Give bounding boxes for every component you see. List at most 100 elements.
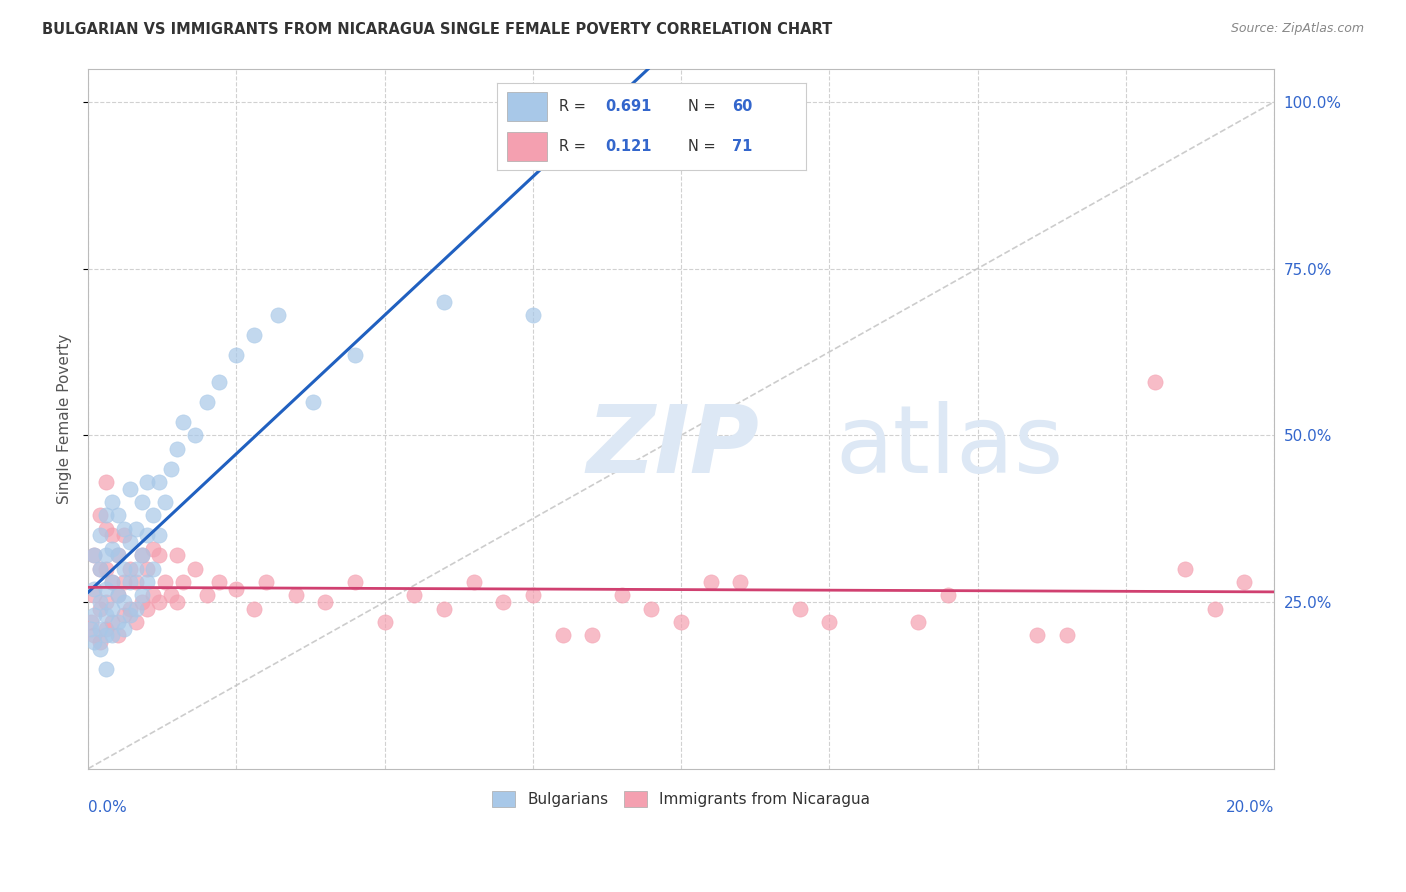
Point: [184, 561, 207, 575]
Point: [1144, 375, 1167, 389]
Point: [343, 348, 366, 362]
Point: [83, 582, 105, 596]
Point: [142, 541, 165, 556]
Point: [166, 595, 188, 609]
Point: [101, 574, 124, 589]
Point: [118, 535, 141, 549]
Point: [700, 574, 723, 589]
Point: [94, 662, 117, 676]
Point: [94, 622, 117, 636]
Point: [124, 601, 146, 615]
Point: [107, 549, 129, 563]
Point: [1204, 601, 1226, 615]
Point: [463, 574, 485, 589]
Point: [83, 635, 105, 649]
Point: [267, 308, 290, 322]
Point: [131, 495, 153, 509]
Point: [207, 375, 229, 389]
Y-axis label: Single Female Poverty: Single Female Poverty: [58, 334, 72, 504]
Point: [136, 528, 159, 542]
Point: [131, 549, 153, 563]
Point: [118, 608, 141, 623]
Point: [94, 608, 117, 623]
Point: [195, 588, 218, 602]
Point: [148, 549, 170, 563]
Point: [522, 308, 544, 322]
Point: [118, 601, 141, 615]
Point: [936, 588, 959, 602]
Point: [225, 582, 247, 596]
Point: [112, 622, 135, 636]
Point: [1233, 574, 1256, 589]
Text: 20.0%: 20.0%: [1226, 800, 1274, 815]
Text: ZIP: ZIP: [586, 401, 759, 492]
Point: [254, 574, 277, 589]
Point: [142, 508, 165, 523]
Point: [94, 549, 117, 563]
Point: [112, 522, 135, 536]
Point: [101, 628, 124, 642]
Point: [89, 601, 111, 615]
Point: [118, 482, 141, 496]
Point: [131, 595, 153, 609]
Point: [94, 475, 117, 489]
Point: [669, 615, 692, 629]
Legend: Bulgarians, Immigrants from Nicaragua: Bulgarians, Immigrants from Nicaragua: [486, 785, 876, 814]
Point: [101, 574, 124, 589]
Point: [107, 549, 129, 563]
Text: 0.0%: 0.0%: [89, 800, 127, 815]
Point: [160, 461, 183, 475]
Point: [404, 588, 426, 602]
Point: [131, 549, 153, 563]
Point: [640, 601, 662, 615]
Point: [89, 635, 111, 649]
Point: [155, 574, 177, 589]
Point: [124, 522, 146, 536]
Point: [124, 561, 146, 575]
Point: [172, 574, 194, 589]
Point: [243, 601, 266, 615]
Point: [136, 475, 159, 489]
Point: [94, 561, 117, 575]
Text: Source: ZipAtlas.com: Source: ZipAtlas.com: [1230, 22, 1364, 36]
Point: [112, 595, 135, 609]
Point: [94, 582, 117, 596]
Point: [83, 588, 105, 602]
Point: [148, 595, 170, 609]
Point: [818, 615, 841, 629]
Point: [148, 528, 170, 542]
Point: [433, 294, 456, 309]
Point: [83, 549, 105, 563]
Point: [142, 561, 165, 575]
Point: [166, 442, 188, 456]
Point: [207, 574, 229, 589]
Point: [730, 574, 752, 589]
Point: [195, 395, 218, 409]
Point: [166, 549, 188, 563]
Point: [136, 561, 159, 575]
Point: [155, 495, 177, 509]
Point: [112, 574, 135, 589]
Point: [124, 615, 146, 629]
Point: [172, 415, 194, 429]
Point: [433, 601, 456, 615]
Point: [89, 595, 111, 609]
Point: [101, 528, 124, 542]
Point: [107, 628, 129, 642]
Point: [94, 628, 117, 642]
Text: atlas: atlas: [835, 401, 1063, 492]
Point: [1056, 628, 1078, 642]
Point: [374, 615, 396, 629]
Point: [314, 595, 336, 609]
Point: [101, 615, 124, 629]
Point: [136, 601, 159, 615]
Point: [107, 508, 129, 523]
Point: [83, 608, 105, 623]
Point: [118, 574, 141, 589]
Point: [343, 574, 366, 589]
Point: [94, 508, 117, 523]
Point: [243, 328, 266, 343]
Point: [107, 615, 129, 629]
Point: [1174, 561, 1197, 575]
Point: [136, 574, 159, 589]
